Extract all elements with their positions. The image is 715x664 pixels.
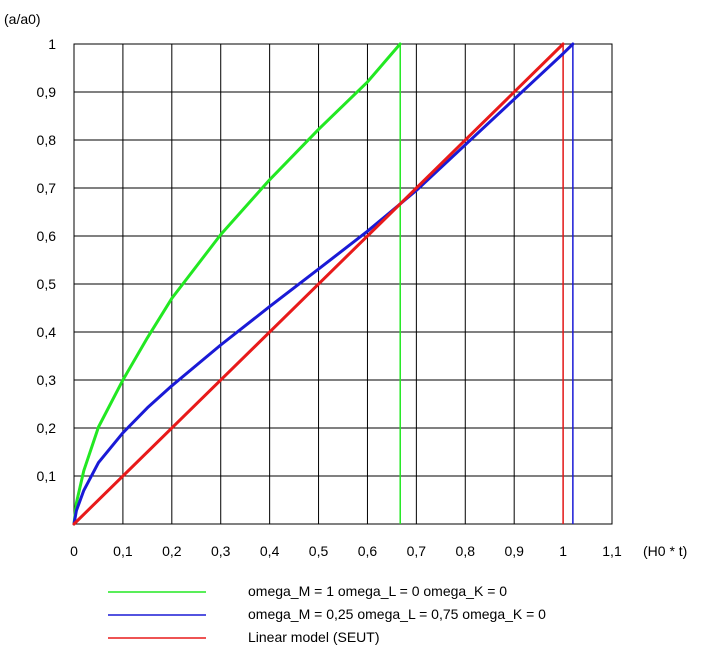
- legend-label-1: omega_M = 1 omega_L = 0 omega_K = 0: [248, 583, 507, 599]
- x-tick-label: 0,2: [162, 543, 182, 559]
- x-tick-label: 0,3: [211, 543, 231, 559]
- y-tick-label: 0,2: [37, 420, 57, 436]
- y-tick-label: 1: [48, 36, 56, 52]
- y-tick-label: 0,8: [37, 132, 57, 148]
- y-tick-label: 0,1: [37, 468, 57, 484]
- y-tick-label: 0,9: [37, 84, 57, 100]
- x-axis-label: (H0 * t): [643, 543, 687, 559]
- x-tick-label: 0,7: [407, 543, 427, 559]
- y-tick-label: 0,7: [37, 180, 57, 196]
- y-tick-label: 0,4: [37, 324, 57, 340]
- x-tick-label: 1,1: [602, 543, 622, 559]
- x-tick-label: 0: [70, 543, 78, 559]
- x-tick-label: 0,1: [113, 543, 133, 559]
- x-tick-label: 0,4: [260, 543, 280, 559]
- vertical-marker-lines: [399, 44, 574, 524]
- x-tick-label: 0,6: [358, 543, 378, 559]
- x-tick-label: 0,9: [504, 543, 524, 559]
- y-tick-labels: 0,1 0,2 0,3 0,4 0,5 0,6 0,7 0,8 0,9 1: [37, 36, 57, 484]
- x-tick-labels: 0 0,1 0,2 0,3 0,4 0,5 0,6 0,7 0,8 0,9 1 1,1: [70, 543, 622, 559]
- legend-label-2: omega_M = 0,25 omega_L = 0,75 omega_K = …: [248, 606, 546, 622]
- legend: omega_M = 1 omega_L = 0 omega_K = 0 omega…: [108, 583, 546, 645]
- y-tick-label: 0,6: [37, 228, 57, 244]
- series-1-line: [72, 42, 402, 526]
- y-axis-label: (a/a0): [4, 11, 41, 27]
- y-tick-label: 0,5: [37, 276, 57, 292]
- x-tick-label: 0,5: [309, 543, 329, 559]
- y-tick-label: 0,3: [37, 372, 57, 388]
- plot-area: [72, 42, 613, 526]
- series-3-line: [72, 42, 565, 526]
- x-tick-label: 0,8: [456, 543, 476, 559]
- legend-label-3: Linear model (SEUT): [248, 629, 380, 645]
- series-lines: [72, 42, 575, 526]
- x-tick-label: 1: [559, 543, 567, 559]
- series-2-line: [72, 42, 575, 526]
